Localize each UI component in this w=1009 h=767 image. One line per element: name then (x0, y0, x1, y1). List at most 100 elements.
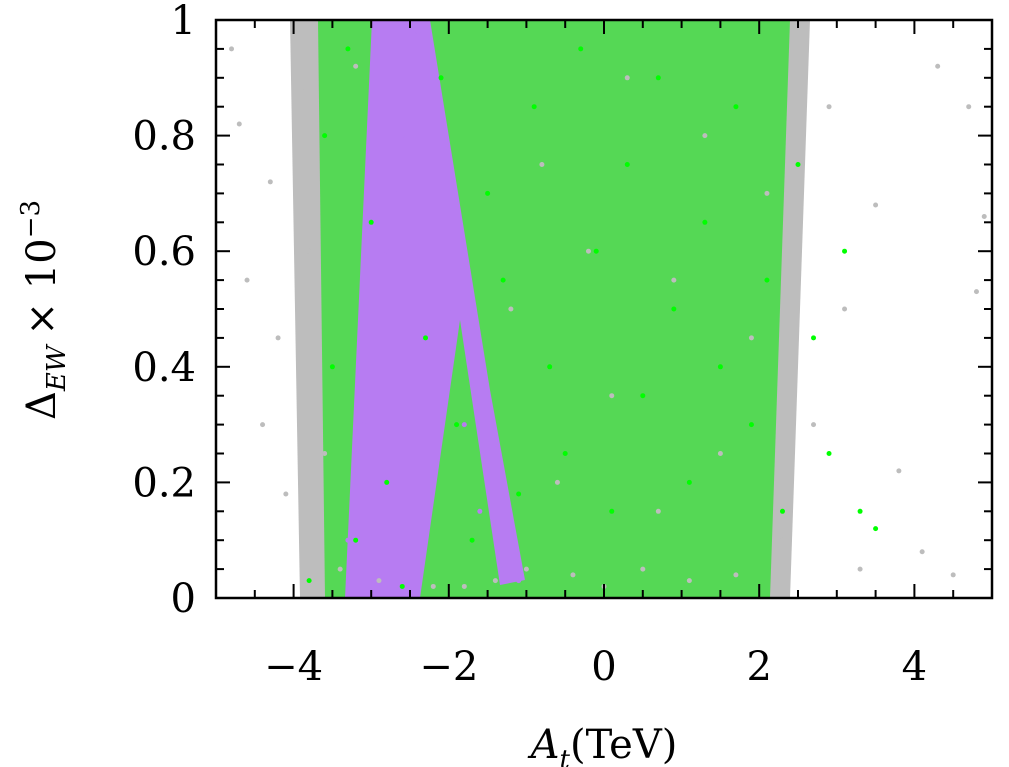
scatter-point (306, 248, 312, 254)
scatter-point (609, 393, 615, 399)
scatter-point (500, 566, 506, 572)
scatter-point (500, 277, 506, 283)
scatter-point (779, 508, 785, 514)
scatter-point (562, 451, 568, 456)
scatter-point (423, 335, 429, 341)
scatter-point (368, 364, 374, 370)
scatter-point (578, 46, 584, 52)
scatter-point (399, 583, 405, 589)
scatter-point (585, 248, 591, 254)
scatter-point (477, 508, 483, 514)
tick-marks (215, 19, 993, 599)
y-tick-label: 0.2 (132, 460, 196, 506)
scatter-point (368, 219, 374, 225)
x-tick-label: 0 (591, 644, 616, 690)
scatter-point (508, 306, 514, 312)
scatter-point (298, 86, 304, 92)
scatter-point (655, 508, 661, 514)
scatter-point (896, 468, 902, 474)
scatter-point (919, 549, 925, 555)
scatter-point (873, 202, 879, 208)
y-tick-label: 0.6 (132, 229, 196, 275)
purple-region (345, 20, 525, 598)
scatter-point (446, 306, 452, 312)
scatter-point (554, 479, 560, 485)
scatter-point (454, 422, 460, 428)
scatter-point (516, 491, 522, 497)
scatter-point (547, 364, 553, 370)
scatter-point (492, 578, 498, 584)
scatter-point (360, 422, 366, 428)
scatter-point (353, 479, 359, 485)
scatter-point (811, 422, 817, 428)
scatter-point (826, 451, 832, 456)
scatter-point (717, 364, 723, 370)
scatter-point (391, 190, 397, 196)
scatter-point (461, 422, 467, 428)
scatter-point (857, 566, 863, 572)
plot-area (229, 20, 987, 598)
scatter-points (229, 29, 987, 589)
scatter-point (935, 63, 941, 69)
tick-labels: −4 −2 0 2 4 0 0.2 0.4 0.6 0.8 1 (132, 0, 927, 690)
scatter-point (973, 289, 979, 295)
scatter-point (353, 63, 359, 69)
scatter-point (267, 179, 273, 185)
scatter-point (438, 75, 444, 81)
scatter-point (795, 162, 801, 167)
scatter-point (485, 190, 491, 196)
scatter-point (873, 526, 879, 532)
y-tick-label: 1 (171, 0, 196, 44)
scatter-point (376, 306, 382, 312)
y-tick-label: 0 (171, 576, 196, 622)
scatter-point (322, 133, 328, 139)
x-tick-label: −4 (264, 644, 323, 690)
scatter-point (795, 248, 801, 254)
scatter-point (384, 248, 390, 254)
scatter-point (415, 29, 421, 35)
scatter-point (260, 422, 266, 428)
scatter-point (407, 75, 413, 81)
scatter-point (826, 104, 832, 110)
y-tick-label: 0.8 (132, 114, 196, 160)
x-tick-label: −2 (419, 644, 478, 690)
scatter-point (329, 364, 335, 370)
scatter-point (593, 248, 599, 254)
scatter-point (640, 393, 646, 399)
x-tick-label: 4 (902, 644, 927, 690)
scatter-point (275, 335, 281, 341)
scatter-point (570, 572, 576, 578)
scatter-point (322, 451, 328, 456)
scatter-point (655, 75, 661, 81)
scatter-point (842, 306, 848, 312)
scatter-point (399, 133, 405, 139)
scatter-point (764, 190, 770, 196)
scatter-point (306, 578, 312, 584)
scatter-point (640, 566, 646, 572)
scatter-point (671, 306, 677, 312)
scatter-point (609, 508, 615, 514)
scatter-point (857, 508, 863, 514)
scatter-point (748, 335, 754, 341)
scatter-point (702, 133, 708, 139)
scatter-point (539, 162, 545, 167)
scatter-point (686, 578, 692, 584)
y-tick-label: 0.4 (132, 345, 196, 391)
scatter-point (353, 537, 359, 543)
scatter-point (671, 277, 677, 283)
scatter-point (733, 104, 739, 110)
scatter-point (779, 537, 785, 543)
scatter-point (748, 422, 754, 428)
scatter-point (345, 537, 351, 543)
scatter-point (337, 566, 343, 572)
scatter-point (950, 572, 956, 578)
scatter-point (981, 214, 987, 220)
x-tick-label: 2 (746, 644, 771, 690)
scatter-point (283, 491, 289, 497)
scatter-point (842, 248, 848, 254)
scatter-point (624, 75, 630, 81)
scatter-point (469, 537, 475, 543)
scatter-point (702, 219, 708, 225)
scatter-point (516, 578, 522, 584)
